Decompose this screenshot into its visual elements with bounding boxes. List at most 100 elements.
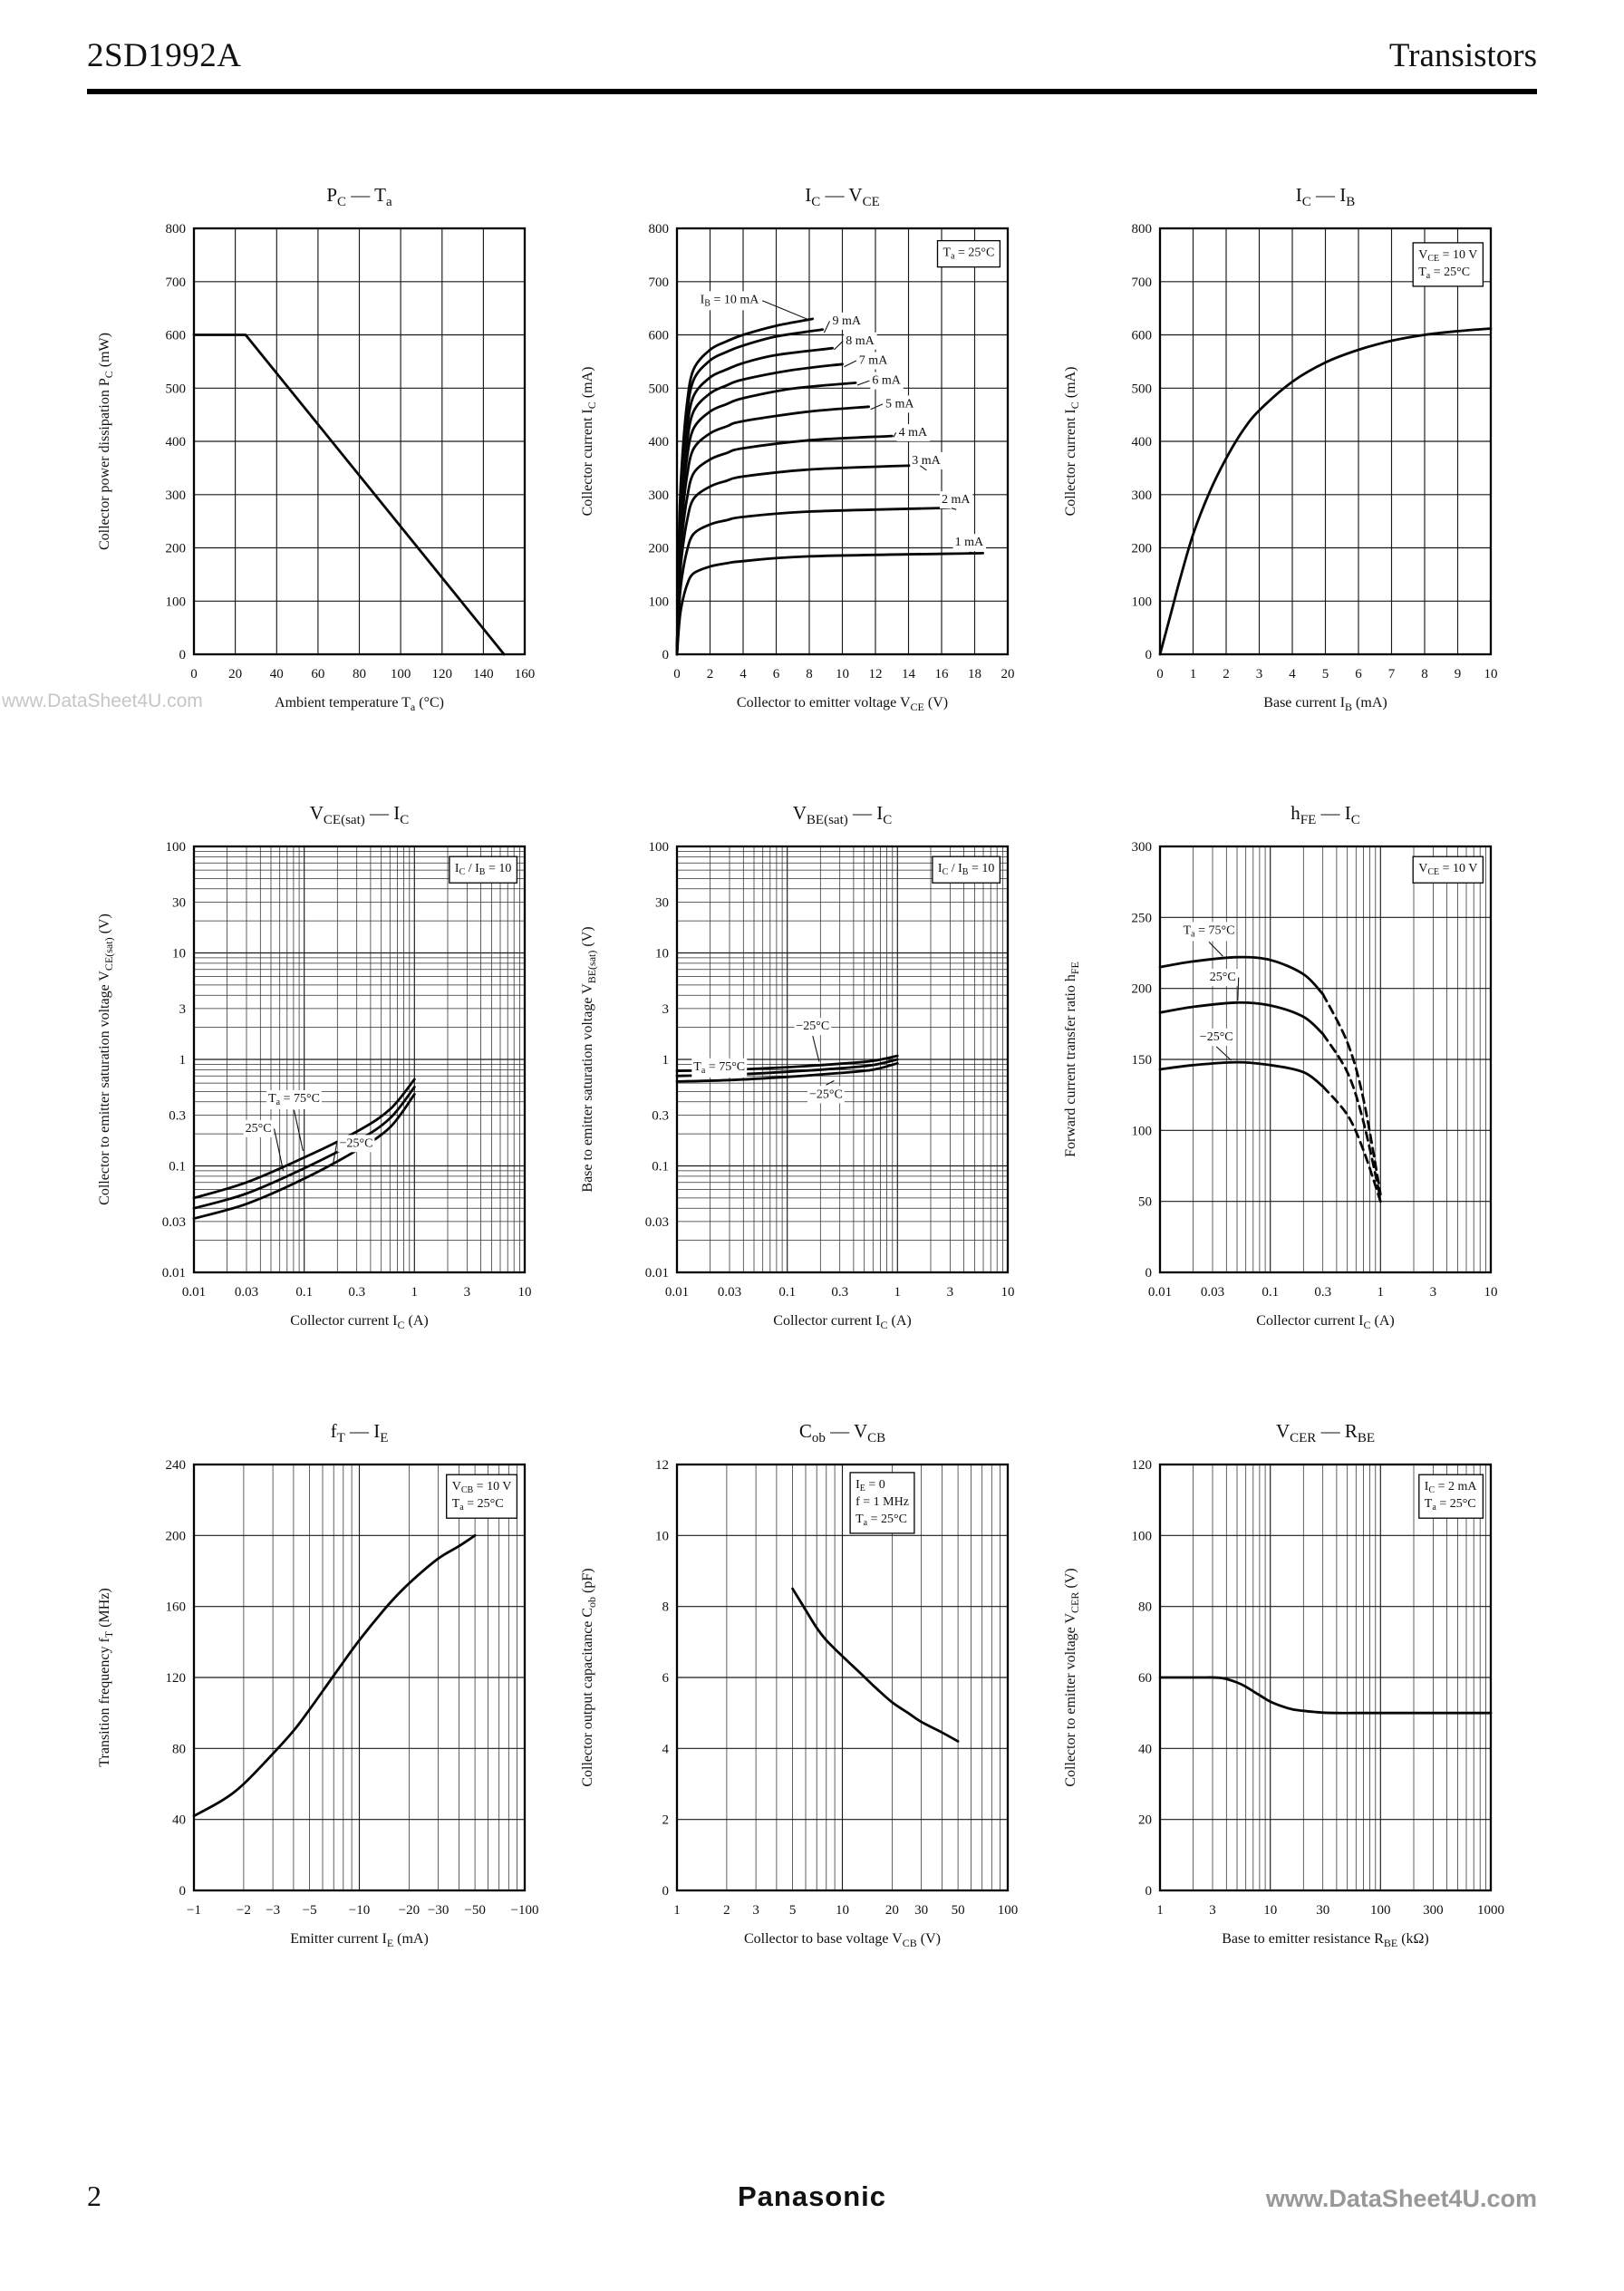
page-header: 2SD1992A Transistors [87,36,1537,75]
svg-text:−2: −2 [237,1903,251,1918]
chart-ic-vce: Ta = 25°C IB = 10 mA 9 mA 8 mA 7 mA 6 mA 5 mA 4… [570,172,1053,752]
svg-text:−25°C: −25°C [796,1020,829,1033]
series-Cob [791,1587,960,1743]
svg-text:700: 700 [1132,276,1153,290]
annotation-box: VCE = 10 V [1412,856,1484,884]
plot-border [1158,845,1493,1274]
svg-text:100: 100 [1132,1529,1153,1543]
svg-text:0.03: 0.03 [162,1215,186,1230]
curve-label: 7 mA [844,352,891,370]
svg-text:VCE = 10 V: VCE = 10 V [1418,248,1477,264]
y-axis-title: Collector output capacitance Cob (pF) [580,1568,598,1786]
svg-text:0.01: 0.01 [1148,1285,1172,1300]
series [1158,1676,1493,1715]
page-footer: 2 Panasonic www.DataSheet4U.com [87,2173,1537,2217]
svg-text:80: 80 [172,1742,186,1756]
series-Ta-25C [192,1086,416,1210]
series-Ta-m25C [1158,1060,1325,1088]
series [192,1078,416,1220]
chart-vcesat-ic: IC / IB = 10 Ta = 75°C 25°C −25°C 0.01 0.03 0.… [87,790,570,1370]
series [192,334,506,656]
svg-text:8: 8 [806,667,813,682]
axis-ticks: 0.01 0.03 0.1 0.3 1 3 10 0.01 0.03 0.1 0.3 1 3 10 30 10… [645,840,1015,1300]
curve-label: 5 mA [870,395,917,413]
svg-text:40: 40 [270,667,284,682]
svg-text:140: 140 [473,667,494,682]
svg-text:1: 1 [179,1053,187,1068]
svg-text:0.1: 0.1 [169,1160,186,1174]
svg-text:25°C: 25°C [246,1122,272,1136]
chart-ic-vce-canvas: Ta = 25°C IB = 10 mA 9 mA 8 mA 7 mA 6 mA 5 mA 4… [580,184,1015,713]
svg-text:5 mA: 5 mA [885,397,914,411]
series [675,317,984,656]
svg-text:400: 400 [649,435,670,450]
chart-title: VBE(sat) — IC [793,802,893,827]
svg-text:100: 100 [391,667,411,682]
svg-text:700: 700 [166,276,187,290]
svg-text:4 mA: 4 mA [899,426,928,440]
svg-text:100: 100 [1132,594,1153,609]
svg-text:100: 100 [1132,1124,1153,1138]
chart-pc-ta: 0 20 40 60 80 100 120 140 160 0 100 200 300 400 500 600… [87,172,570,752]
svg-text:300: 300 [1132,488,1153,503]
svg-text:14: 14 [902,667,916,682]
chart-title: hFE — IC [1290,802,1360,827]
svg-text:800: 800 [1132,222,1153,237]
x-axis-title: Collector to base voltage VCB (V) [744,1931,941,1949]
svg-text:150: 150 [1132,1053,1153,1068]
y-axis-title: Collector to emitter saturation voltage … [97,914,115,1205]
x-axis-title: Collector to emitter voltage VCE (V) [737,695,948,713]
svg-text:200: 200 [649,542,670,556]
svg-text:0.03: 0.03 [718,1285,741,1300]
svg-text:10: 10 [1484,1285,1498,1300]
annotation-box: Ta = 25°C [936,239,1001,268]
svg-text:30: 30 [914,1903,928,1918]
svg-text:Ta = 25°C: Ta = 25°C [1418,266,1470,281]
svg-text:−25°C: −25°C [1200,1030,1233,1044]
svg-text:−25°C: −25°C [340,1136,373,1150]
series-Pc-max [192,334,506,656]
annotation-box: IE = 0f = 1 MHz Ta = 25°C [849,1472,915,1534]
svg-text:Ta = 25°C: Ta = 25°C [943,246,995,262]
svg-text:0.01: 0.01 [645,1266,669,1281]
curve-label: Ta = 75°C [1181,922,1237,957]
svg-text:0: 0 [1146,1884,1153,1899]
svg-text:1: 1 [662,1053,670,1068]
svg-text:Ta = 25°C: Ta = 25°C [1425,1497,1476,1513]
svg-text:160: 160 [515,667,536,682]
chart-title: IC — VCE [805,184,879,209]
svg-text:6 mA: 6 mA [872,374,901,388]
svg-text:0.1: 0.1 [1262,1285,1279,1300]
plot-border [675,1463,1010,1892]
y-axis-title: Transition frequency fT (MHz) [97,1588,115,1766]
svg-text:8: 8 [662,1600,670,1615]
svg-text:0.1: 0.1 [778,1285,796,1300]
svg-text:40: 40 [1138,1742,1152,1756]
svg-text:3: 3 [662,1002,670,1017]
series-Ta-m25C [192,1093,416,1220]
plot-border [675,845,1010,1274]
svg-text:300: 300 [1423,1903,1444,1918]
chart-vcer-rbe-canvas: IC = 2 mA Ta = 25°C 1 3 10 30 100 300 1000 0 20 40 6… [1063,1420,1504,1949]
svg-text:50: 50 [1138,1195,1152,1210]
x-axis-title: Base current IB (mA) [1263,695,1387,713]
svg-text:2 mA: 2 mA [942,493,971,507]
svg-text:3: 3 [947,1285,954,1300]
watermark-right: www.DataSheet4U.com [1265,2185,1537,2212]
series-Ta-75C [192,1078,416,1200]
svg-text:80: 80 [353,667,366,682]
series-Vcer [1158,1676,1493,1715]
svg-text:200: 200 [1132,982,1153,997]
svg-text:200: 200 [1132,542,1153,556]
svg-text:0.1: 0.1 [295,1285,313,1300]
series [192,1533,477,1818]
svg-text:0.03: 0.03 [235,1285,258,1300]
svg-text:7 mA: 7 mA [859,354,888,368]
curve-label: IB = 10 mA [698,291,810,321]
annotation-box: IC / IB = 10 [449,856,518,884]
